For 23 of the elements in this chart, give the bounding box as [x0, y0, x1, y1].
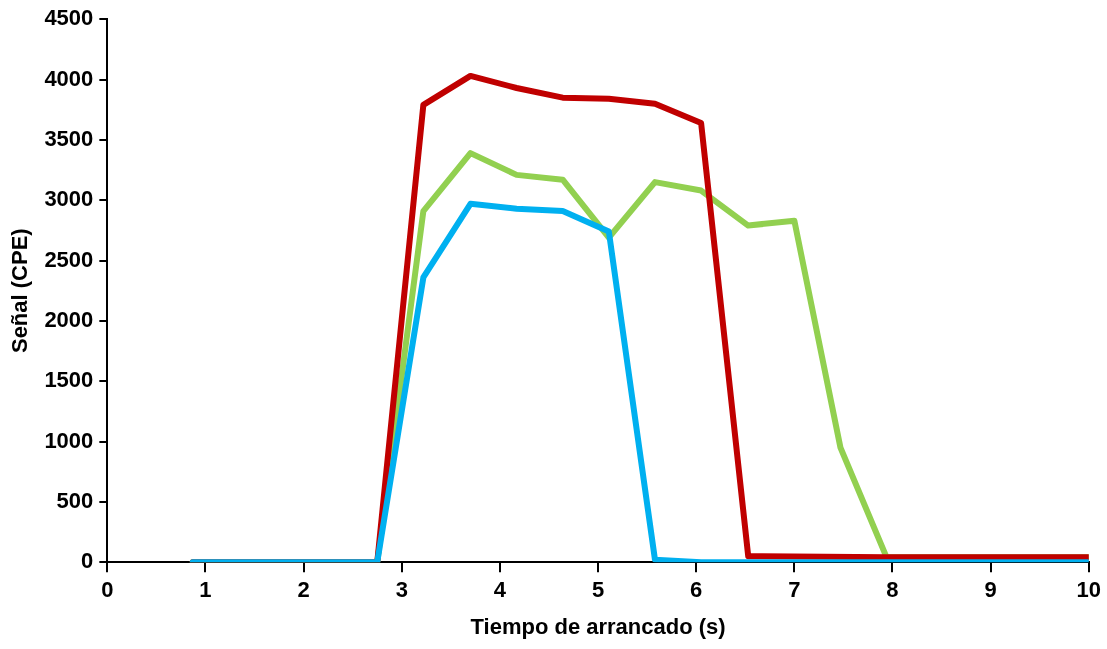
- y-tick-label: 3000: [44, 186, 94, 212]
- x-tick-label: 9: [984, 577, 997, 603]
- y-tick-label: 500: [56, 487, 94, 513]
- y-tick-label: 4000: [44, 65, 94, 91]
- x-tick-label: 10: [1076, 577, 1102, 603]
- x-tick-label: 6: [690, 577, 703, 603]
- y-tick-label: 3500: [44, 125, 94, 151]
- y-tick-label: 1000: [44, 427, 94, 453]
- y-tick-label: 2000: [44, 306, 94, 332]
- x-tick-label: 2: [297, 577, 310, 603]
- x-axis-title: Tiempo de arrancado (s): [470, 613, 726, 639]
- x-tick-label: 8: [886, 577, 899, 603]
- y-tick-label: 1500: [44, 367, 94, 393]
- x-tick-label: 4: [493, 577, 507, 603]
- x-tick-label: 1: [199, 577, 212, 603]
- x-tick-label: 5: [591, 577, 605, 603]
- y-axis-title: Señal (CPE): [7, 228, 33, 354]
- y-tick-label: 4500: [44, 5, 94, 31]
- x-tick-label: 7: [788, 577, 801, 603]
- y-tick-label: 0: [81, 548, 94, 574]
- x-tick-label: 0: [101, 577, 114, 603]
- y-tick-label: 2500: [44, 246, 94, 272]
- x-tick-label: 3: [395, 577, 408, 603]
